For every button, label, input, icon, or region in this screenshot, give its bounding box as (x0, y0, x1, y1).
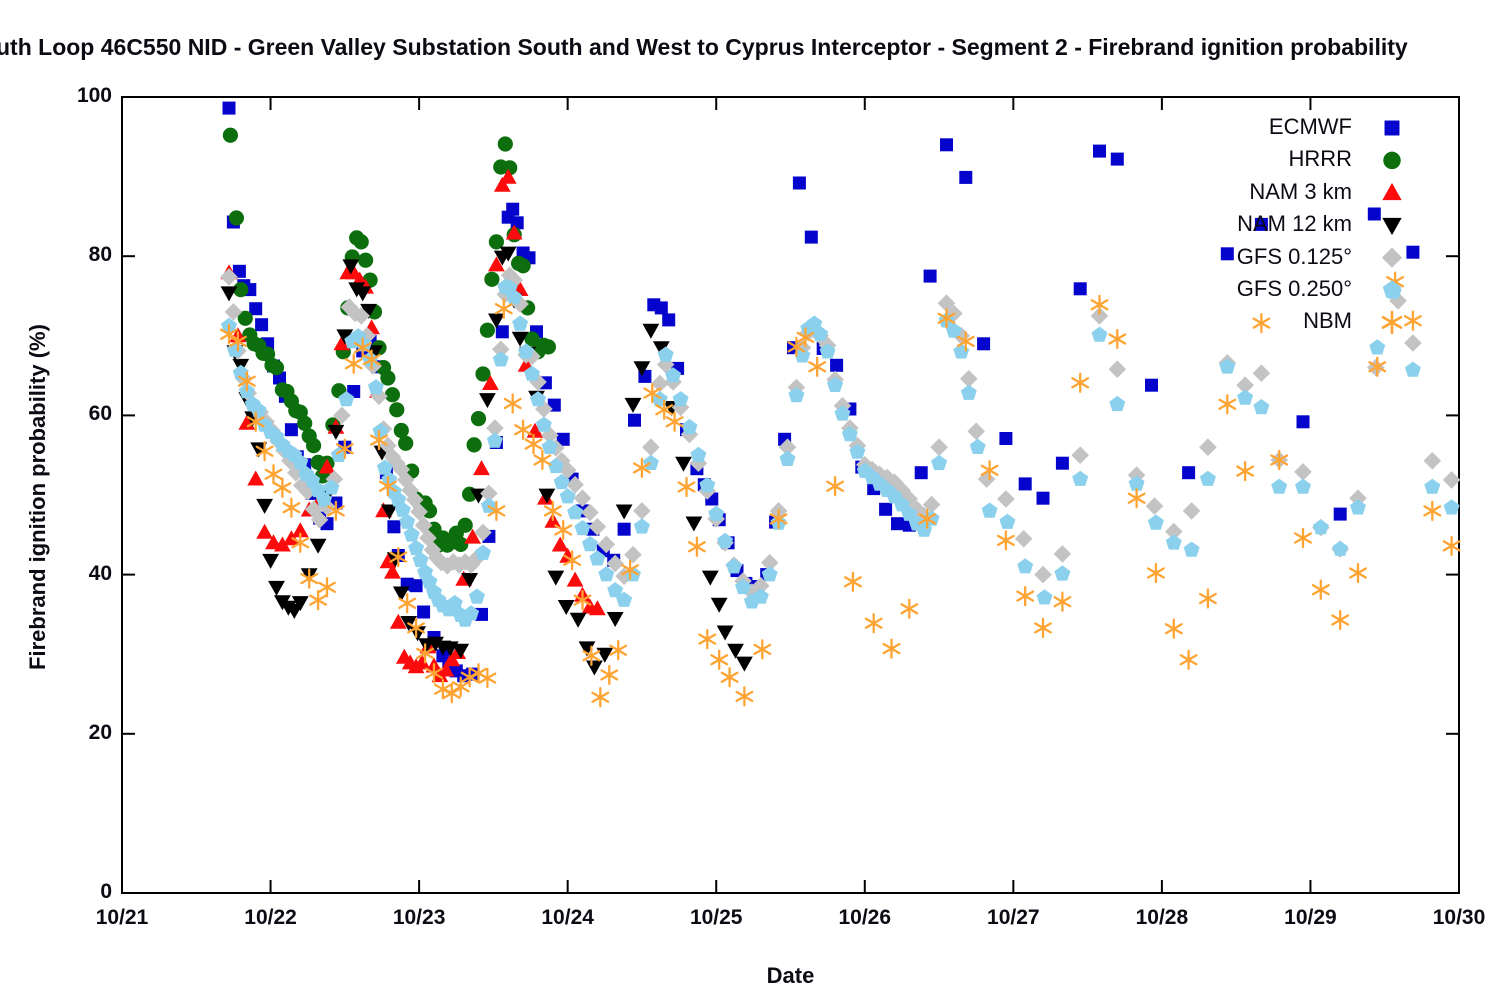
legend-label-ecmwf: ECMWF (1268, 114, 1352, 139)
legend-marker-nam-12-km-icon (1382, 217, 1402, 236)
y-tick-label: 100 (76, 84, 112, 107)
legend-marker-hrrr-icon (1383, 151, 1401, 170)
x-tick-label: 10/25 (689, 906, 743, 929)
legend-marker-ecmwf-icon (1384, 120, 1400, 136)
y-tick-label: 60 (88, 402, 112, 426)
legend-marker-gfs-0-125--icon (1381, 247, 1403, 268)
x-tick-label: 10/22 (244, 906, 297, 929)
legend-label-nam-12-km: NAM 12 km (1237, 211, 1352, 237)
legend-label-nbm: NBM (1303, 308, 1352, 334)
y-tick-label: 40 (88, 561, 112, 585)
y-tick-label: 20 (88, 720, 112, 744)
legend-marker-nam-3-km-icon (1382, 182, 1402, 201)
x-axis-label: Date (766, 963, 815, 988)
legend-marker-gfs-0-250--icon (1382, 280, 1402, 298)
series-gfs-0-250- (221, 278, 1460, 627)
x-tick-label: 10/30 (1432, 906, 1486, 929)
x-tick-label: 10/27 (987, 906, 1040, 929)
x-tick-label: 10/28 (1135, 906, 1189, 929)
legend-label-gfs-0-125-: GFS 0.125° (1236, 243, 1352, 269)
x-tick-label: 10/26 (838, 906, 892, 929)
legend-label-gfs-0-250-: GFS 0.250° (1236, 276, 1352, 301)
legend-marker-nbm-icon (1381, 310, 1403, 335)
chart-title: uth Loop 46C550 NID - Green Valley Subst… (0, 34, 1408, 60)
y-tick-label: 80 (88, 243, 112, 267)
y-tick-label: 0 (100, 880, 112, 903)
x-tick-label: 10/24 (541, 906, 594, 929)
legend-label-nam-3-km: NAM 3 km (1249, 178, 1352, 204)
plot-border (121, 96, 1460, 894)
legend-label-hrrr: HRRR (1288, 146, 1352, 172)
x-tick-label: 10/29 (1284, 906, 1337, 929)
x-tick-label: 10/21 (95, 906, 149, 929)
series-nbm (220, 271, 1461, 708)
x-tick-label: 10/23 (392, 906, 446, 929)
